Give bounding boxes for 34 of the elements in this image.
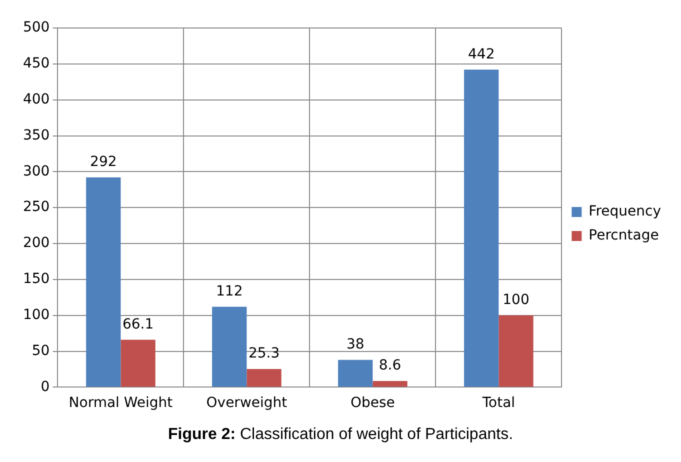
x-tick-label: Overweight xyxy=(206,395,288,412)
y-tick-label: 300 xyxy=(22,163,50,180)
data-label: 66.1 xyxy=(122,316,154,332)
bar xyxy=(464,70,499,387)
data-label: 100 xyxy=(502,292,530,308)
x-tick-label: Obese xyxy=(350,395,395,412)
y-tick-label: 500 xyxy=(22,20,50,36)
data-label: 292 xyxy=(90,154,117,170)
data-label: 112 xyxy=(216,283,243,300)
x-tick-label: Normal Weight xyxy=(68,395,174,412)
bar xyxy=(246,369,282,387)
y-tick-label: 150 xyxy=(22,271,50,288)
legend-label: Frequency xyxy=(588,204,662,220)
bar xyxy=(212,306,247,387)
y-tick-label: 50 xyxy=(32,342,50,359)
x-tick-label: Total xyxy=(481,395,516,412)
data-label: 38 xyxy=(346,336,364,353)
bar xyxy=(498,315,534,387)
bar xyxy=(120,340,156,387)
bar xyxy=(86,177,121,387)
y-tick-label: 250 xyxy=(22,199,50,216)
caption: Figure 2: Classification of weight of Participants. xyxy=(166,426,514,444)
data-label: 8.6 xyxy=(378,358,402,374)
bar xyxy=(372,381,408,387)
y-tick-label: 100 xyxy=(22,307,50,323)
y-tick-label: 350 xyxy=(22,127,50,144)
data-label: 442 xyxy=(468,46,495,62)
y-tick-label: 200 xyxy=(22,235,50,252)
legend-label: Percntage xyxy=(588,228,659,244)
y-tick-label: 0 xyxy=(40,378,50,395)
y-tick-label: 400 xyxy=(22,91,50,108)
bar xyxy=(338,360,373,387)
y-tick-label: 450 xyxy=(22,56,50,72)
data-label: 25.3 xyxy=(248,346,280,362)
